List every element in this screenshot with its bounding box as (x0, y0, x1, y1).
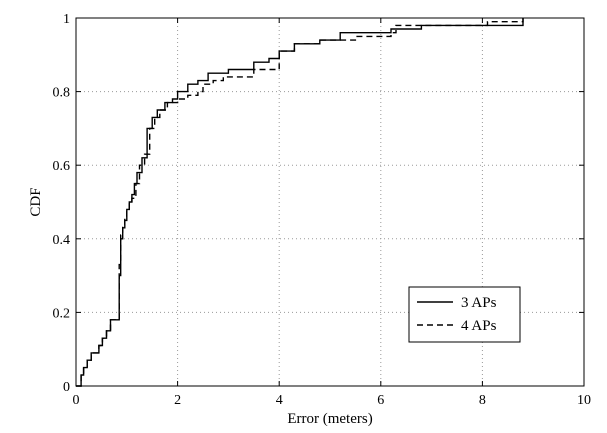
legend-label-4-aps: 4 APs (461, 318, 497, 334)
x-tick-label: 4 (276, 393, 283, 408)
grid (76, 18, 584, 386)
x-axis-label: Error (meters) (287, 411, 372, 427)
x-tick-label: 0 (73, 393, 80, 408)
legend-label-3-aps: 3 APs (461, 295, 497, 311)
legend: 3 APs 4 APs (408, 286, 521, 343)
y-axis-label: CDF (28, 187, 44, 216)
x-tick-label: 6 (377, 393, 384, 408)
y-tick-labels: 0 0.2 0.4 0.6 0.8 1 (53, 12, 71, 395)
y-tick-label: 0.4 (53, 233, 71, 248)
y-tick-label: 0.2 (53, 306, 71, 321)
series-line-4-aps (76, 18, 524, 387)
x-tick-labels: 0 2 4 6 8 10 (73, 393, 592, 408)
x-tick-label: 8 (479, 393, 486, 408)
x-tick-label: 10 (577, 393, 591, 408)
y-tick-label: 0.8 (53, 86, 71, 101)
ticks (75, 17, 585, 387)
y-tick-label: 0 (63, 380, 70, 395)
plot-frame (75, 17, 585, 387)
legend-box (408, 286, 521, 343)
x-tick-label: 2 (174, 393, 181, 408)
y-tick-label: 0.6 (53, 159, 71, 174)
series-layer (76, 18, 524, 387)
y-tick-label: 1 (63, 12, 70, 27)
